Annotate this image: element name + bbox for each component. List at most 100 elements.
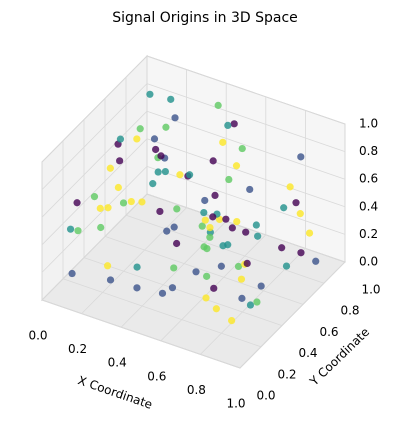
point: [152, 145, 160, 154]
grid-line: [62, 278, 262, 348]
point: [201, 196, 209, 205]
point: [254, 232, 262, 240]
x-tick-label: 1.0: [226, 397, 245, 411]
point: [150, 135, 159, 143]
point: [243, 259, 251, 267]
point: [192, 268, 200, 276]
point: [214, 101, 222, 109]
y-tick-label: 0.2: [277, 367, 296, 381]
point: [280, 204, 288, 212]
point: [201, 216, 209, 224]
x-tick-label: 0.0: [28, 329, 47, 343]
point: [106, 164, 114, 172]
point: [228, 317, 236, 325]
point: [119, 199, 128, 207]
point: [200, 208, 208, 217]
point: [68, 269, 76, 278]
point: [133, 263, 141, 271]
grid-line: [41, 138, 148, 246]
grid-line: [146, 83, 346, 152]
point: [133, 284, 141, 292]
point: [168, 284, 177, 292]
z-tick-label: 1.0: [359, 117, 378, 131]
point: [158, 289, 167, 297]
point: [97, 223, 105, 232]
point: [173, 239, 181, 248]
grid-line: [81, 207, 187, 314]
grid-line: [104, 236, 304, 305]
point: [233, 217, 241, 226]
point: [161, 167, 169, 176]
point: [237, 275, 246, 283]
point: [106, 276, 115, 284]
point: [224, 121, 232, 129]
point: [234, 262, 243, 271]
grid-line: [41, 166, 148, 273]
point: [198, 222, 206, 230]
y-tick-label: 0.6: [319, 325, 338, 339]
x-axis-label: X Coordinate: [76, 373, 154, 412]
point: [222, 215, 230, 223]
point: [114, 183, 122, 192]
point: [209, 157, 217, 165]
point: [173, 205, 181, 213]
point: [209, 213, 217, 221]
point: [154, 168, 162, 176]
grid-line: [41, 299, 241, 369]
z-tick-label: 0.6: [359, 172, 378, 186]
point: [238, 294, 246, 302]
point: [252, 221, 260, 229]
point: [219, 242, 227, 250]
z-axis-label: Z Coordinate: [408, 166, 409, 244]
point: [225, 175, 233, 184]
point: [138, 198, 146, 206]
x-tick-label: 0.4: [108, 356, 127, 370]
point: [203, 272, 211, 280]
point: [96, 204, 104, 212]
point: [219, 138, 227, 146]
point: [66, 225, 75, 233]
point: [103, 262, 112, 270]
point: [127, 197, 135, 206]
point: [206, 224, 214, 232]
point: [257, 282, 265, 290]
point: [232, 162, 241, 170]
point: [202, 294, 210, 302]
point: [200, 243, 208, 251]
grid-line: [41, 83, 148, 190]
point: [116, 135, 125, 143]
point: [90, 193, 99, 201]
point: [136, 125, 144, 133]
point: [292, 199, 300, 207]
point: [242, 228, 250, 236]
grid-line: [146, 110, 346, 180]
point: [211, 191, 219, 199]
grid-line: [41, 193, 148, 301]
point: [305, 229, 314, 237]
point: [167, 95, 175, 103]
grid-line: [83, 257, 283, 326]
point: [286, 183, 294, 191]
point: [149, 180, 157, 188]
point: [157, 152, 165, 160]
point: [212, 305, 220, 313]
grid-line: [41, 110, 148, 218]
x-tick-label: 0.8: [187, 383, 206, 397]
point: [238, 144, 246, 153]
point: [163, 227, 171, 235]
point: [156, 207, 164, 216]
grid-line: [146, 55, 346, 125]
point: [296, 210, 304, 218]
point: [253, 298, 261, 306]
z-tick-label: 0.8: [359, 144, 378, 158]
point: [171, 114, 179, 122]
point: [133, 135, 141, 143]
point: [312, 257, 320, 265]
point: [116, 157, 124, 165]
y-tick-label: 0.4: [298, 346, 317, 360]
point: [246, 301, 255, 309]
point: [206, 233, 214, 241]
point: [170, 223, 178, 231]
y-tick-label: 1.0: [361, 283, 380, 297]
